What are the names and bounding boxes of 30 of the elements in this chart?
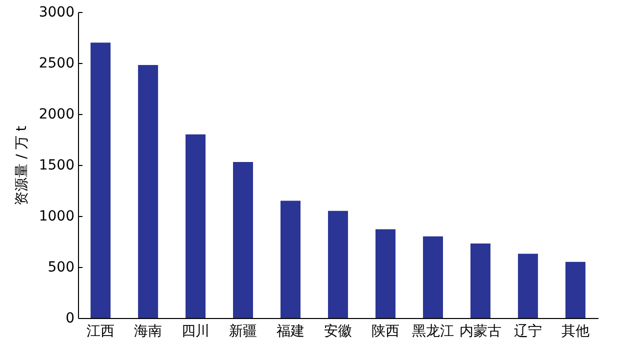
bar bbox=[422, 236, 443, 318]
x-tick-label: 四川 bbox=[182, 324, 210, 340]
x-tick-label: 黑龙江 bbox=[412, 324, 454, 340]
y-tick-label: 2000 bbox=[38, 106, 74, 122]
y-tick-label: 500 bbox=[48, 260, 74, 276]
x-tick-label: 福建 bbox=[276, 324, 305, 340]
bar bbox=[518, 254, 538, 318]
x-tick-label: 陕西 bbox=[371, 324, 400, 340]
x-tick-label: 新疆 bbox=[229, 324, 258, 340]
x-tick-label: 海南 bbox=[134, 324, 162, 340]
bar bbox=[138, 65, 158, 318]
bar bbox=[470, 244, 490, 318]
y-tick-label: 3000 bbox=[38, 4, 74, 20]
y-tick-label: 2500 bbox=[38, 56, 74, 72]
x-tick-label: 其他 bbox=[561, 324, 590, 340]
bar bbox=[186, 134, 206, 318]
x-tick-label: 安徽 bbox=[324, 324, 352, 340]
x-tick-label: 江西 bbox=[86, 324, 115, 340]
x-tick-label: 内蒙古 bbox=[459, 324, 502, 340]
y-axis-title: 资源量 / 万 t bbox=[14, 125, 30, 206]
bar bbox=[233, 162, 254, 318]
bar bbox=[375, 229, 396, 318]
bar bbox=[565, 262, 586, 318]
y-tick-label: 0 bbox=[66, 310, 74, 326]
bar bbox=[328, 210, 348, 318]
y-tick-label: 1000 bbox=[38, 208, 74, 224]
y-tick-label: 1500 bbox=[38, 158, 74, 174]
bar bbox=[280, 200, 301, 318]
bar bbox=[90, 42, 111, 318]
x-tick-label: 辽宁 bbox=[514, 324, 542, 340]
